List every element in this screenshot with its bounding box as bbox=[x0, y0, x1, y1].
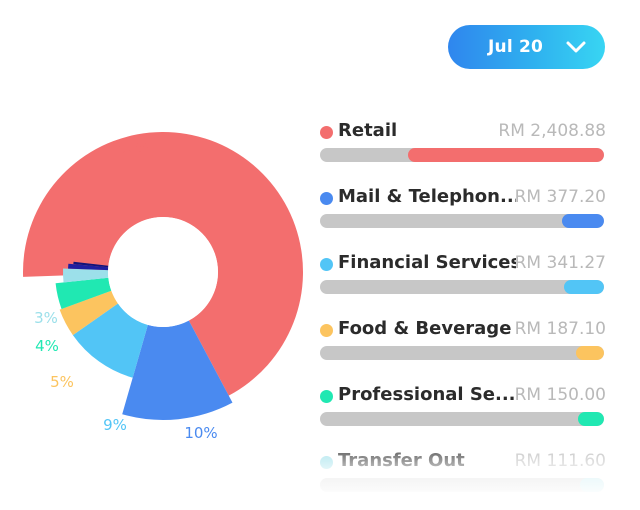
category-name: Transfer Out bbox=[338, 450, 465, 471]
category-amount: RM 377.20 bbox=[514, 187, 606, 207]
category-progress-fill bbox=[578, 412, 604, 426]
category-amount: RM 341.27 bbox=[514, 253, 606, 273]
donut-slice bbox=[68, 263, 109, 271]
category-name: Professional Se... bbox=[338, 384, 516, 405]
donut-svg bbox=[22, 131, 303, 420]
donut-slice bbox=[22, 131, 303, 396]
slice-percent-label: 67% bbox=[116, 139, 150, 157]
category-amount: RM 2,408.88 bbox=[498, 121, 606, 141]
category-amount: RM 111.60 bbox=[514, 451, 606, 471]
donut-hole bbox=[108, 217, 218, 327]
category-row[interactable]: Transfer Out RM 111.60 bbox=[318, 448, 608, 498]
category-progress-track bbox=[320, 478, 604, 492]
donut-slice bbox=[55, 277, 112, 309]
category-row[interactable]: Retail RM 2,408.88 bbox=[318, 118, 608, 168]
category-name: Retail bbox=[338, 120, 398, 141]
category-progress-track bbox=[320, 280, 604, 294]
category-progress-fill bbox=[576, 346, 604, 360]
slice-percent-label: 10% bbox=[184, 424, 218, 442]
category-row[interactable]: Food & Beverage RM 187.10 bbox=[318, 316, 608, 366]
donut-slice bbox=[59, 290, 118, 336]
category-progress-track bbox=[320, 148, 604, 162]
category-progress-fill bbox=[408, 148, 604, 162]
donut-slice bbox=[72, 303, 148, 378]
donut-slice bbox=[122, 320, 233, 420]
donut-slice bbox=[63, 268, 109, 283]
donut-slice bbox=[73, 261, 109, 268]
financial-services-dot-icon bbox=[320, 258, 333, 271]
category-name: Food & Beverage bbox=[338, 318, 512, 339]
slice-percent-label: 3% bbox=[34, 309, 58, 327]
transfer-out-dot-icon bbox=[320, 456, 333, 469]
category-progress-track bbox=[320, 346, 604, 360]
category-progress-track bbox=[320, 412, 604, 426]
category-list[interactable]: Retail RM 2,408.88 Mail & Telephon... RM 37… bbox=[318, 118, 608, 498]
month-label: Jul 20 bbox=[488, 37, 544, 57]
category-progress-track bbox=[320, 214, 604, 228]
category-row[interactable]: Professional Se... RM 150.00 bbox=[318, 382, 608, 432]
category-progress-fill bbox=[562, 214, 604, 228]
category-name: Mail & Telephon... bbox=[338, 186, 516, 207]
spending-donut-chart: 67% 10% 9% 5% 4% 3% bbox=[0, 0, 310, 510]
category-amount: RM 187.10 bbox=[514, 319, 606, 339]
month-picker-button[interactable]: Jul 20 bbox=[448, 25, 605, 69]
food-beverage-dot-icon bbox=[320, 324, 333, 337]
mail-telephone-dot-icon bbox=[320, 192, 333, 205]
slice-percent-label: 4% bbox=[35, 337, 59, 355]
slice-percent-label: 9% bbox=[103, 416, 127, 434]
professional-services-dot-icon bbox=[320, 390, 333, 403]
category-name: Financial Services bbox=[338, 252, 516, 273]
retail-dot-icon bbox=[320, 126, 333, 139]
category-progress-fill bbox=[564, 280, 604, 294]
category-progress-fill bbox=[580, 478, 604, 492]
slice-percent-label: 5% bbox=[50, 373, 74, 391]
chevron-down-icon bbox=[566, 41, 586, 53]
category-amount: RM 150.00 bbox=[514, 385, 606, 405]
category-row[interactable]: Financial Services RM 341.27 bbox=[318, 250, 608, 300]
category-row[interactable]: Mail & Telephon... RM 377.20 bbox=[318, 184, 608, 234]
